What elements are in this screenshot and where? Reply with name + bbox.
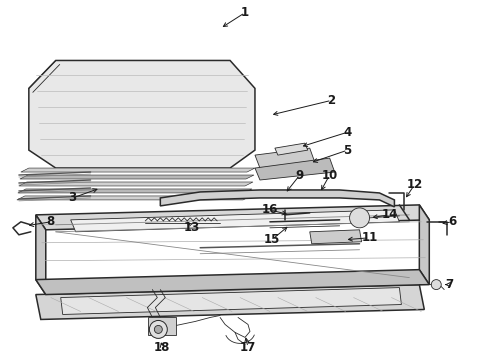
Polygon shape xyxy=(21,168,255,172)
Polygon shape xyxy=(419,205,429,285)
Polygon shape xyxy=(310,230,362,244)
Polygon shape xyxy=(29,60,255,168)
Text: 13: 13 xyxy=(184,221,200,234)
Text: 2: 2 xyxy=(328,94,336,107)
Text: 17: 17 xyxy=(240,341,256,354)
Polygon shape xyxy=(20,175,254,179)
Polygon shape xyxy=(18,189,252,193)
Polygon shape xyxy=(36,205,429,230)
Polygon shape xyxy=(36,270,429,294)
Polygon shape xyxy=(255,148,315,168)
Polygon shape xyxy=(160,190,394,207)
Circle shape xyxy=(154,325,162,333)
Text: 9: 9 xyxy=(295,168,304,181)
Polygon shape xyxy=(36,285,424,319)
Polygon shape xyxy=(17,196,251,200)
Text: 6: 6 xyxy=(448,215,456,228)
Text: 3: 3 xyxy=(69,192,77,204)
Text: 11: 11 xyxy=(362,231,378,244)
Text: 10: 10 xyxy=(321,168,338,181)
Text: 18: 18 xyxy=(154,341,171,354)
Bar xyxy=(148,318,176,336)
Text: 8: 8 xyxy=(47,215,55,228)
Text: 1: 1 xyxy=(241,6,249,19)
Text: 12: 12 xyxy=(406,179,422,192)
Text: 7: 7 xyxy=(445,278,453,291)
Circle shape xyxy=(431,280,441,289)
Text: 14: 14 xyxy=(381,208,397,221)
Polygon shape xyxy=(275,143,308,155)
Text: 5: 5 xyxy=(343,144,352,157)
Circle shape xyxy=(349,208,369,228)
Text: 15: 15 xyxy=(264,233,280,246)
Polygon shape xyxy=(36,215,46,294)
Polygon shape xyxy=(61,288,401,315)
Polygon shape xyxy=(255,158,335,180)
Circle shape xyxy=(149,320,167,338)
Text: 16: 16 xyxy=(262,203,278,216)
Polygon shape xyxy=(71,210,399,232)
Polygon shape xyxy=(19,182,253,186)
Text: 4: 4 xyxy=(343,126,352,139)
